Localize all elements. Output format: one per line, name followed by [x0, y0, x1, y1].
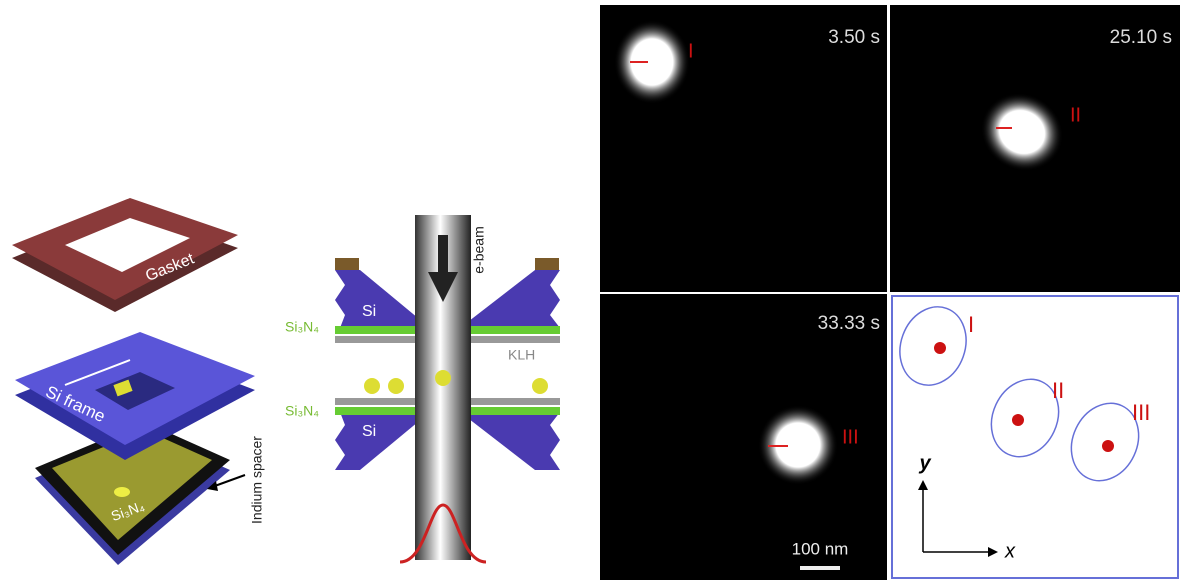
scale-bar	[800, 566, 840, 570]
spacer-label: Indium spacer	[249, 436, 265, 524]
y-axis-label: y	[918, 452, 931, 474]
figure: Si₃N₄ Si frame Gasket Indium spacer e-be…	[0, 0, 1182, 582]
position	[1102, 440, 1114, 452]
particle	[435, 370, 451, 386]
timestamp: 25.10 s	[1110, 27, 1172, 48]
x-axis-label: x	[1004, 540, 1016, 562]
particle	[388, 378, 404, 394]
position	[934, 342, 946, 354]
position-label: II	[1052, 378, 1064, 403]
si-label: Si	[362, 423, 376, 440]
membrane-label: Si₃N₄	[285, 319, 319, 335]
beam-arrow	[438, 235, 448, 275]
particle	[364, 378, 380, 394]
position-label: I	[968, 312, 974, 337]
sample-label: KLH	[508, 347, 535, 363]
si-bottom-right	[460, 412, 560, 470]
particle	[114, 487, 130, 497]
si-top-right	[460, 270, 560, 328]
beam-label: e-beam	[471, 226, 487, 273]
timestamp: 3.50 s	[828, 27, 880, 48]
gasket-right	[535, 258, 559, 270]
cross-section: e-beam Si Si Si₃N₄ Si₃N₄ KLH	[285, 215, 560, 562]
particle-label: I	[688, 40, 694, 62]
position-label: III	[1132, 400, 1150, 425]
particle-image	[614, 20, 690, 104]
device: Si₃N₄ Si frame Gasket Indium spacer	[12, 198, 265, 565]
membrane-label: Si₃N₄	[285, 403, 319, 419]
position	[1012, 414, 1024, 426]
trajectory-panel	[892, 296, 1178, 578]
particle	[532, 378, 548, 394]
scale-bar-label: 100 nm	[792, 539, 849, 558]
timestamp: 33.33 s	[818, 313, 880, 334]
panels: 3.50 s 25.10 s 33.33 s I II III 100 nm I…	[600, 5, 1180, 580]
gasket-left	[335, 258, 359, 270]
particle-label: II	[1070, 104, 1081, 126]
particle-label: III	[842, 426, 859, 448]
si-label: Si	[362, 303, 376, 320]
